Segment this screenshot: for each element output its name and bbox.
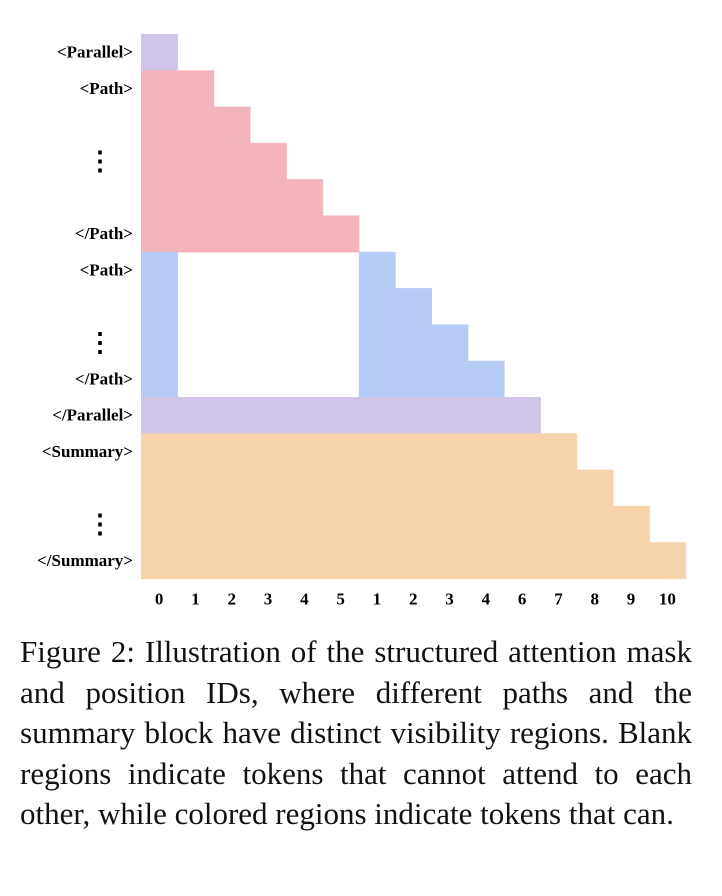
row-label: </Path>: [75, 224, 133, 243]
column-label: 3: [445, 590, 454, 609]
column-label: 4: [482, 590, 491, 609]
column-label: 10: [659, 590, 676, 609]
column-label: 5: [336, 590, 345, 609]
column-labels: 0 1 2 3 4 5 1 2 3 4 6 7 8 9 10: [155, 590, 676, 609]
column-label: 4: [300, 590, 309, 609]
mask-cell-row-7-seg-0: [141, 288, 178, 325]
mask-cell-row-4-seg-0: [141, 179, 324, 217]
column-label: 3: [264, 590, 273, 609]
mask-cell-row-8-seg-0: [141, 324, 178, 362]
mask-cell-row-11-seg-0: [141, 433, 578, 471]
row-label-ellipsis: ⋮: [87, 328, 113, 357]
mask-cell-row-7-seg-1: [358, 288, 432, 325]
mask-cell-row-0-seg-0: [141, 34, 178, 71]
row-label: <Parallel>: [57, 43, 133, 62]
figure-caption: Figure 2: Illustration of the structured…: [20, 634, 692, 831]
attention-mask-grid: <Parallel> <Path> ⋮ </Path> <Path> ⋮ </Path> </…: [37, 34, 687, 609]
mask-cell-row-13-seg-0: [141, 505, 650, 543]
mask-cell-row-6-seg-0: [141, 251, 178, 289]
column-label: 8: [591, 590, 600, 609]
mask-cell-row-2-seg-0: [141, 106, 251, 144]
mask-cell-row-14-seg-0: [141, 542, 687, 580]
mask-cells: [141, 34, 687, 580]
row-label: <Path>: [80, 79, 133, 98]
mask-cell-row-9-seg-0: [141, 360, 178, 398]
mask-cell-row-3-seg-0: [141, 142, 287, 180]
column-label: 7: [554, 590, 563, 609]
column-label: 0: [155, 590, 164, 609]
row-label-ellipsis: ⋮: [87, 147, 113, 176]
column-label: 2: [228, 590, 237, 609]
mask-cell-row-5-seg-0: [141, 215, 360, 253]
row-label: </Summary>: [37, 551, 133, 570]
row-label: </Parallel>: [52, 406, 133, 425]
mask-cell-row-8-seg-1: [358, 324, 469, 362]
row-label: <Summary>: [42, 442, 133, 461]
column-label: 9: [627, 590, 636, 609]
mask-cell-row-6-seg-1: [358, 251, 396, 289]
mask-cell-row-9-seg-1: [358, 360, 505, 398]
row-labels: <Parallel> <Path> ⋮ </Path> <Path> ⋮ </Path> </…: [37, 43, 133, 570]
attention-mask-diagram: <Parallel> <Path> ⋮ </Path> <Path> ⋮ </Path> </…: [37, 34, 687, 609]
mask-cell-row-12-seg-0: [141, 469, 614, 507]
row-label: </Path>: [75, 369, 133, 388]
row-label: <Path>: [80, 260, 133, 279]
mask-cell-row-1-seg-0: [141, 70, 215, 108]
mask-cell-row-10-seg-0: [141, 397, 541, 434]
column-label: 6: [518, 590, 527, 609]
column-label: 2: [409, 590, 418, 609]
row-label-ellipsis: ⋮: [87, 510, 113, 539]
column-label: 1: [373, 590, 382, 609]
column-label: 1: [191, 590, 200, 609]
